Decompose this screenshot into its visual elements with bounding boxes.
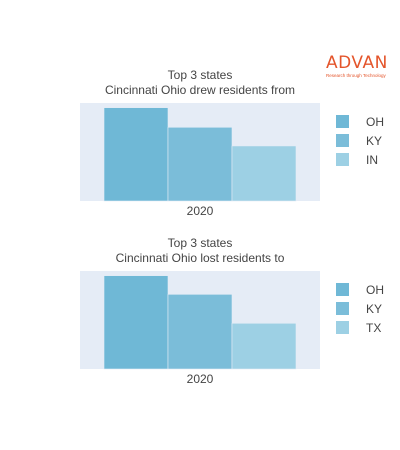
chart-title-line-2: Cincinnati Ohio lost residents to (115, 251, 285, 265)
legend-item-ky[interactable]: KY (336, 131, 384, 150)
bar-oh (103, 107, 169, 202)
legend-label: TX (366, 320, 382, 335)
legend-label: KY (366, 133, 383, 148)
bar-ky (167, 126, 233, 202)
chart-plot-area: 2020 (80, 271, 320, 386)
bar-ky (167, 294, 233, 370)
legend-label: OH (366, 282, 384, 297)
chart-title-line-1: Top 3 states (167, 68, 233, 82)
legend-swatch (336, 115, 349, 128)
chart-title-line-1: Top 3 states (167, 236, 233, 250)
bar-tx (231, 322, 297, 370)
legend-item-ky[interactable]: KY (336, 299, 384, 318)
chart-legend: OH KY TX (336, 280, 384, 337)
x-tick-label: 2020 (187, 204, 214, 218)
bar-oh (103, 275, 169, 370)
chart-title-line-2: Cincinnati Ohio drew residents from (104, 83, 296, 97)
chart-plot-area: 2020 (80, 103, 320, 218)
legend-label: KY (366, 301, 383, 316)
logo-wordmark: ADVAN (326, 53, 388, 73)
legend-swatch (336, 153, 349, 166)
legend-item-oh[interactable]: OH (336, 112, 384, 131)
legend-item-in[interactable]: IN (336, 150, 384, 169)
legend-item-oh[interactable]: OH (336, 280, 384, 299)
legend-label: OH (366, 114, 384, 129)
chart-drew-residents: Top 3 states Cincinnati Ohio drew reside… (0, 64, 400, 234)
legend-label: IN (366, 152, 378, 167)
chart-lost-residents: Top 3 states Cincinnati Ohio lost reside… (0, 232, 400, 402)
legend-swatch (336, 134, 349, 147)
x-tick-label: 2020 (187, 372, 214, 386)
chart-legend: OH KY IN (336, 112, 384, 169)
bar-in (231, 145, 297, 202)
legend-swatch (336, 283, 349, 296)
legend-swatch (336, 302, 349, 315)
logo-tagline: Research through Technology (326, 73, 386, 78)
legend-item-tx[interactable]: TX (336, 318, 384, 337)
advan-logo: ADVAN Research through Technology (326, 54, 396, 79)
legend-swatch (336, 321, 349, 334)
